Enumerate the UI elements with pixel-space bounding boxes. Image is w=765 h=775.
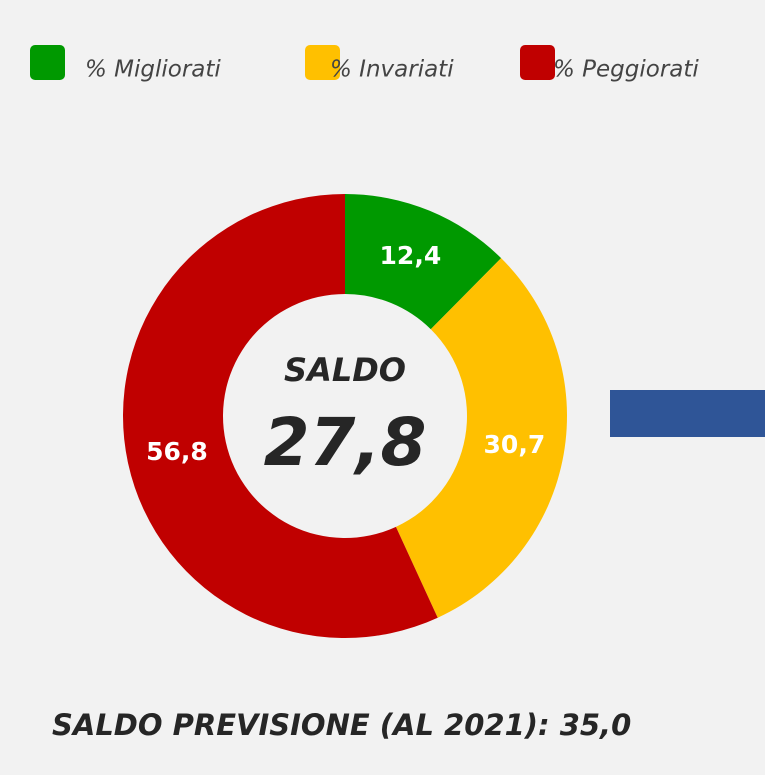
legend-swatch [520, 45, 555, 80]
legend-swatch [305, 45, 340, 80]
data-label: 12,4 [380, 241, 442, 270]
arrow-bar [610, 390, 765, 437]
data-label: 56,8 [146, 437, 208, 466]
legend-label: % Migliorati [85, 57, 221, 83]
center-value: 27,8 [264, 404, 427, 481]
donut-slice [123, 194, 438, 639]
donut-slice [345, 194, 502, 330]
donut-slice [395, 258, 567, 618]
legend-label: % Peggiorati [553, 57, 699, 83]
legend-label: % Invariati [330, 57, 454, 83]
data-label: 30,7 [484, 430, 546, 459]
center-title: SALDO [284, 351, 406, 389]
footnote: SALDO PREVISIONE (AL 2021): 35,0 [52, 708, 631, 742]
legend-swatch [30, 45, 65, 80]
